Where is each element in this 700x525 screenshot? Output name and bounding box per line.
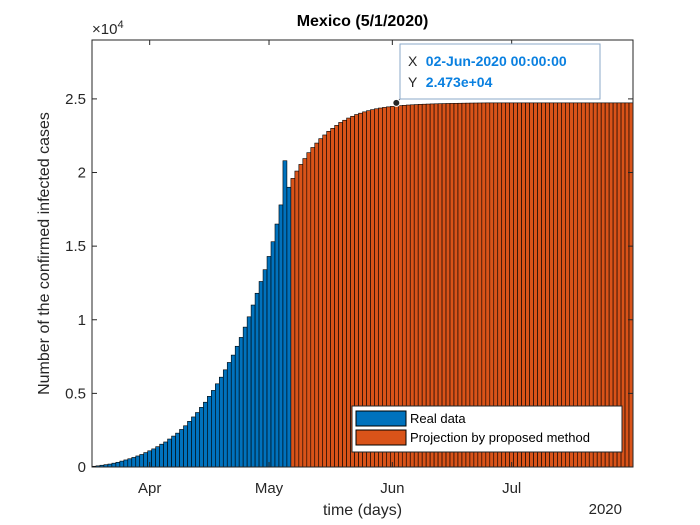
- legend-swatch-real-data: [355, 410, 407, 427]
- bar-real-data: [230, 354, 236, 468]
- bar-projection: [330, 128, 335, 468]
- bar-real-data: [155, 446, 160, 468]
- legend-label-projection: Projection by proposed method: [410, 430, 590, 445]
- bar-real-data: [123, 459, 129, 468]
- bar-real-data: [143, 452, 148, 468]
- bar-projection: [346, 117, 351, 468]
- bar-projection: [338, 122, 343, 468]
- bar-projection: [310, 147, 316, 468]
- bar-real-data: [167, 438, 172, 468]
- bar-projection: [628, 102, 634, 468]
- bar-real-data: [191, 416, 196, 468]
- bar-projection: [302, 158, 308, 468]
- bar-real-data: [171, 435, 176, 468]
- bar-real-data: [274, 223, 280, 468]
- bar-projection: [290, 178, 296, 468]
- bar-real-data: [262, 269, 268, 468]
- bar-real-data: [195, 412, 200, 468]
- bar-real-data: [254, 292, 260, 468]
- datatip-marker[interactable]: [392, 98, 401, 107]
- legend-label-real-data: Real data: [410, 411, 466, 426]
- bar-real-data: [266, 256, 272, 468]
- datatip[interactable]: X 02-Jun-2020 00:00:00 Y 2.473e+04: [392, 43, 601, 107]
- bar-projection: [624, 102, 630, 468]
- bar-projection: [318, 138, 324, 468]
- axes-box: [91, 39, 634, 468]
- bar-projection: [326, 130, 331, 468]
- bar-projection: [306, 152, 312, 468]
- bar-real-data: [242, 326, 248, 468]
- bar-real-data: [278, 204, 284, 468]
- bar-real-data: [111, 462, 117, 468]
- datatip-x-row: X 02-Jun-2020 00:00:00: [408, 53, 567, 70]
- bar-real-data: [163, 441, 168, 468]
- legend-swatch-projection: [355, 429, 407, 446]
- bar-real-data: [187, 421, 192, 468]
- chart-title: Mexico (5/1/2020): [297, 13, 429, 30]
- bar-real-data: [199, 407, 204, 468]
- y-tick-label: 0: [78, 459, 86, 476]
- bar-real-data: [135, 455, 141, 468]
- bar-real-data: [246, 316, 252, 468]
- x-axis-label: time (days): [323, 502, 402, 519]
- y-tick-label: 1: [78, 312, 86, 329]
- datatip-y-label: Y: [408, 74, 418, 90]
- y-exponent-base: ×10: [92, 21, 117, 38]
- datatip-box: [399, 43, 601, 100]
- x-ticks: Apr May Jun Jul: [138, 40, 521, 497]
- bar-real-data: [159, 443, 164, 468]
- bar-real-data: [270, 241, 276, 468]
- bar-real-data: [119, 460, 125, 468]
- datatip-x-label: X: [408, 53, 418, 69]
- y-axis-label: Number of the confirmed infected cases: [36, 112, 53, 395]
- x-tick-label: Apr: [138, 480, 161, 497]
- bar-real-data: [218, 376, 224, 468]
- bar-projection: [314, 142, 320, 468]
- bar-real-data: [175, 432, 180, 468]
- bar-real-data: [258, 281, 264, 468]
- bar-real-data: [250, 304, 256, 468]
- bar-real-data: [207, 396, 212, 468]
- bar-real-data: [139, 454, 145, 468]
- bar-real-data: [151, 448, 156, 468]
- bar-projection: [298, 164, 304, 468]
- bar-real-data: [282, 160, 288, 468]
- bar-real-data: [234, 345, 240, 468]
- bar-real-data: [222, 369, 228, 468]
- x-tick-label: Jun: [380, 480, 404, 497]
- bar-real-data: [203, 401, 208, 468]
- y-axis-exponent: ×104: [92, 19, 124, 38]
- bar-real-data: [286, 186, 292, 468]
- y-ticks: 0 0.5 1 1.5 2 2.5: [65, 91, 633, 476]
- bar-real-data: [238, 337, 244, 468]
- y-exponent-power: 4: [117, 19, 123, 31]
- bar-projection: [294, 170, 300, 468]
- datatip-y-value: 2.473e+04: [426, 74, 493, 90]
- y-tick-label: 2: [78, 165, 86, 182]
- datatip-y-row: Y 2.473e+04: [408, 74, 493, 91]
- bar-real-data: [226, 362, 232, 468]
- legend[interactable]: Real data Projection by proposed method: [351, 405, 623, 453]
- bar-projection: [342, 119, 347, 468]
- bar-real-data: [127, 458, 133, 468]
- y-tick-label: 1.5: [65, 238, 86, 255]
- x-tick-label: Jul: [502, 480, 521, 497]
- bar-projection: [334, 125, 339, 468]
- datatip-x-value: 02-Jun-2020 00:00:00: [426, 53, 567, 69]
- bars-layer: [91, 102, 634, 468]
- y-tick-label: 2.5: [65, 91, 86, 108]
- bar-real-data: [215, 383, 220, 468]
- x-axis-year-label: 2020: [589, 501, 622, 518]
- bar-real-data: [179, 429, 184, 468]
- bar-real-data: [183, 425, 188, 468]
- x-tick-label: May: [255, 480, 284, 497]
- bar-projection: [322, 134, 327, 468]
- bar-real-data: [131, 457, 137, 468]
- y-tick-label: 0.5: [65, 385, 86, 402]
- bar-real-data: [211, 390, 216, 468]
- bar-real-data: [115, 461, 121, 468]
